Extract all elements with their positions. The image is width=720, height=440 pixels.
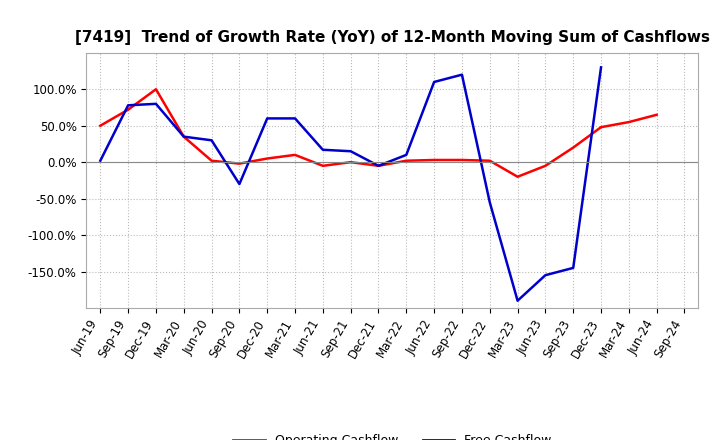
Line: Free Cashflow: Free Cashflow: [100, 67, 601, 301]
Free Cashflow: [263, 116, 271, 121]
Operating Cashflow: [374, 163, 383, 169]
Operating Cashflow: [291, 152, 300, 158]
Free Cashflow: [597, 65, 606, 70]
Free Cashflow: [124, 103, 132, 108]
Operating Cashflow: [430, 158, 438, 163]
Free Cashflow: [402, 152, 410, 158]
Operating Cashflow: [458, 158, 467, 163]
Free Cashflow: [569, 265, 577, 271]
Free Cashflow: [96, 158, 104, 163]
Free Cashflow: [179, 134, 188, 139]
Legend: Operating Cashflow, Free Cashflow: Operating Cashflow, Free Cashflow: [228, 429, 557, 440]
Operating Cashflow: [624, 119, 633, 125]
Free Cashflow: [152, 101, 161, 106]
Operating Cashflow: [541, 163, 550, 169]
Operating Cashflow: [346, 160, 355, 165]
Free Cashflow: [346, 149, 355, 154]
Operating Cashflow: [485, 158, 494, 163]
Operating Cashflow: [207, 158, 216, 163]
Operating Cashflow: [513, 174, 522, 180]
Operating Cashflow: [652, 112, 661, 117]
Operating Cashflow: [235, 161, 243, 166]
Operating Cashflow: [152, 87, 161, 92]
Operating Cashflow: [124, 107, 132, 112]
Operating Cashflow: [402, 158, 410, 163]
Free Cashflow: [485, 200, 494, 205]
Operating Cashflow: [597, 125, 606, 130]
Operating Cashflow: [318, 163, 327, 169]
Free Cashflow: [458, 72, 467, 77]
Free Cashflow: [430, 79, 438, 84]
Free Cashflow: [513, 298, 522, 303]
Free Cashflow: [207, 138, 216, 143]
Operating Cashflow: [263, 156, 271, 161]
Free Cashflow: [374, 163, 383, 169]
Line: Operating Cashflow: Operating Cashflow: [100, 89, 657, 177]
Free Cashflow: [318, 147, 327, 152]
Operating Cashflow: [96, 123, 104, 128]
Title: [7419]  Trend of Growth Rate (YoY) of 12-Month Moving Sum of Cashflows: [7419] Trend of Growth Rate (YoY) of 12-…: [75, 29, 710, 45]
Free Cashflow: [235, 181, 243, 187]
Free Cashflow: [291, 116, 300, 121]
Operating Cashflow: [569, 145, 577, 150]
Operating Cashflow: [179, 134, 188, 139]
Free Cashflow: [541, 272, 550, 278]
